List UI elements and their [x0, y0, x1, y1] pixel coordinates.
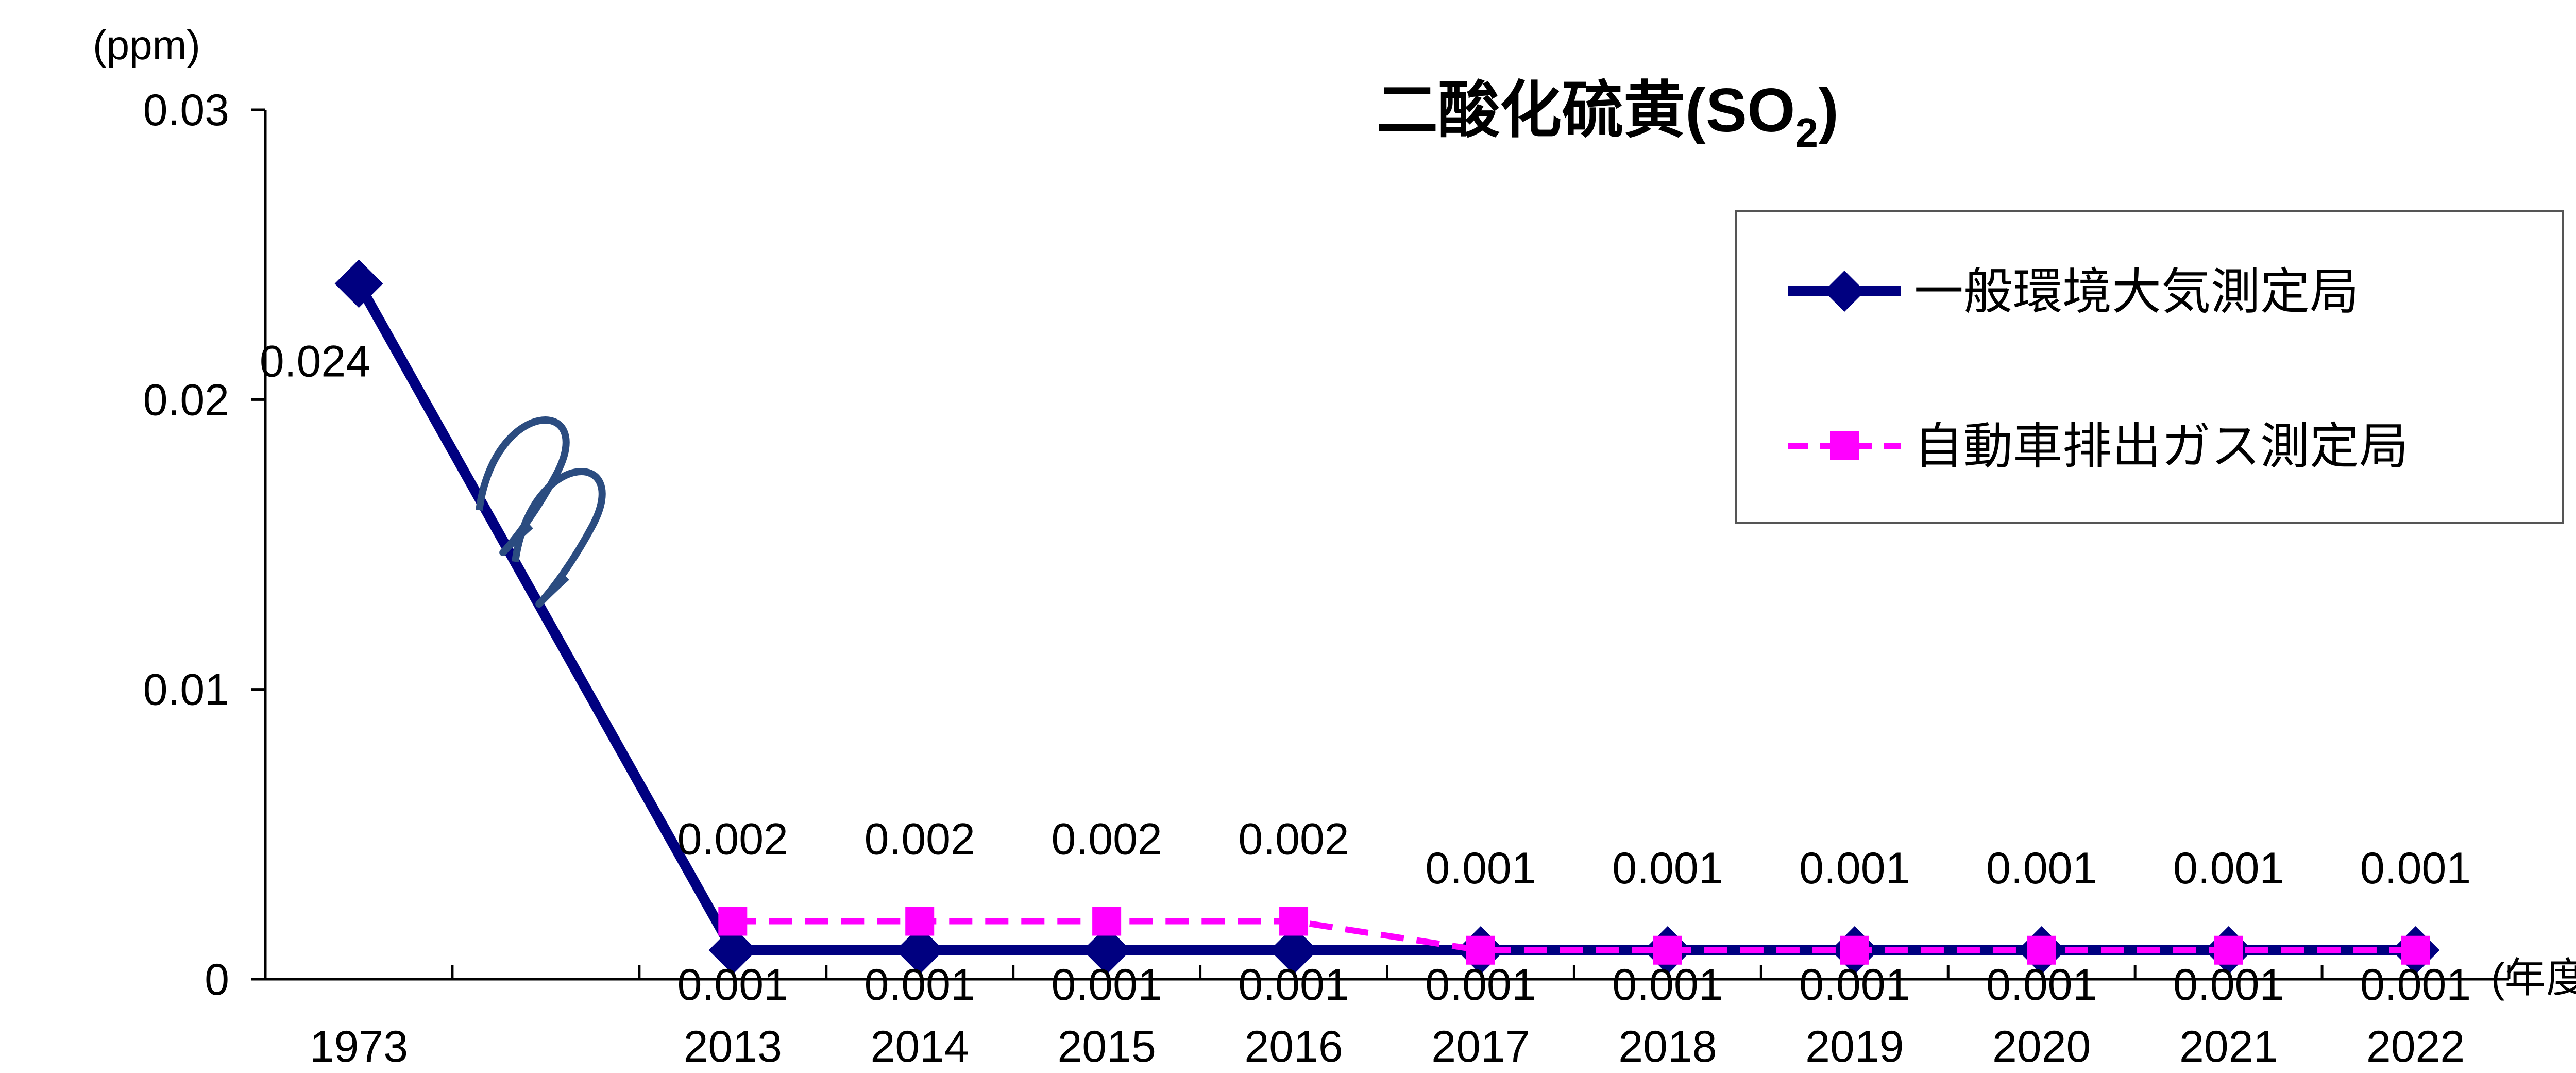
- legend-marker: [1824, 271, 1865, 312]
- data-label: 0.001: [1986, 960, 2097, 1010]
- data-label: 0.001: [2173, 844, 2284, 893]
- x-tick-label: 2021: [2179, 1022, 2278, 1071]
- data-point: [1279, 907, 1309, 936]
- data-label: 0.002: [677, 815, 788, 864]
- series-layer: [334, 259, 2440, 975]
- data-point: [2214, 935, 2243, 965]
- axis-break-mark: [476, 416, 606, 608]
- data-labels: 0.024 0.001 0.001 0.001 0.001 0.001 0.001 0.001…: [260, 337, 2471, 1010]
- chart-title: 二酸化硫黄(SO2): [1376, 76, 1839, 156]
- data-label: 0.001: [1799, 960, 1910, 1010]
- data-label: 0.002: [1052, 815, 1162, 864]
- x-tick-label: 2015: [1057, 1022, 1156, 1071]
- series-line: [733, 918, 2416, 953]
- y-tick-label: 0.02: [143, 375, 229, 425]
- data-label: 0.001: [1612, 844, 1723, 893]
- data-label: 0.001: [677, 960, 788, 1010]
- data-label: 0.001: [1238, 960, 1349, 1010]
- data-point: [334, 259, 383, 308]
- data-point: [1840, 935, 1869, 965]
- y-tick-label: 0.03: [143, 86, 229, 135]
- data-label: 0.001: [1612, 960, 1723, 1010]
- x-tick-label: 1973: [310, 1022, 408, 1071]
- data-label: 0.024: [260, 337, 370, 386]
- x-tick-label: 2022: [2366, 1022, 2465, 1071]
- x-tick-label: 2014: [871, 1022, 969, 1071]
- legend-label: 一般環境大気測定局: [1914, 264, 2359, 320]
- x-tick-label: 2013: [684, 1022, 782, 1071]
- x-tick-label: 2020: [1992, 1022, 2091, 1071]
- y-tick-label: 0: [205, 955, 229, 1004]
- data-point: [718, 907, 748, 936]
- axes: 0 0.01 0.02 0.03 1973 2013 2014 2015 2016 2017 201…: [143, 86, 2511, 1071]
- data-point: [905, 907, 935, 936]
- legend-box: [1735, 210, 2564, 524]
- data-point: [1466, 935, 1495, 965]
- legend-marker: [1830, 431, 1859, 460]
- data-point: [895, 926, 944, 975]
- x-tick-label: 2017: [1431, 1022, 1530, 1071]
- data-point: [1653, 935, 1682, 965]
- data-point: [1082, 926, 1131, 975]
- data-label: 0.001: [2360, 844, 2471, 893]
- data-label: 0.001: [1052, 960, 1162, 1010]
- legend-label: 自動車排出ガス測定局: [1914, 419, 2409, 474]
- x-tick-label: 2016: [1244, 1022, 1343, 1071]
- data-label: 0.001: [2173, 960, 2284, 1010]
- data-label: 0.002: [1238, 815, 1349, 864]
- data-point: [708, 926, 757, 975]
- data-point: [1092, 907, 1122, 936]
- break-curve: [476, 416, 570, 556]
- data-point: [2027, 935, 2056, 965]
- series-2: [718, 907, 2430, 965]
- data-point: [2401, 935, 2430, 965]
- y-axis-unit-label: (ppm): [93, 22, 200, 68]
- data-point: [1269, 926, 1318, 975]
- data-label: 0.001: [1425, 844, 1536, 893]
- data-label: 0.001: [1425, 960, 1536, 1010]
- x-tick-label: 2019: [1805, 1022, 1904, 1071]
- y-tick-label: 0.01: [143, 665, 229, 715]
- data-label: 0.001: [1986, 844, 2097, 893]
- data-label: 0.002: [865, 815, 975, 864]
- x-tick-label: 2018: [1618, 1022, 1717, 1071]
- data-label: 0.001: [865, 960, 975, 1010]
- break-curve: [512, 468, 606, 608]
- data-label: 0.001: [2360, 960, 2471, 1010]
- data-label: 0.001: [1799, 844, 1910, 893]
